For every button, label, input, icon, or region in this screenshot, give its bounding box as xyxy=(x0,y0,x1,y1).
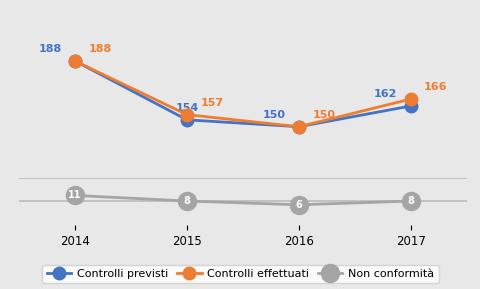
Text: 188: 188 xyxy=(38,44,61,54)
Text: 162: 162 xyxy=(373,89,396,99)
Line: Controlli previsti: Controlli previsti xyxy=(69,55,416,133)
Text: 6: 6 xyxy=(295,200,301,210)
Controlli previsti xyxy=(72,59,78,63)
Controlli effettuati xyxy=(184,113,190,116)
Non conformità xyxy=(72,194,78,197)
Non conformità xyxy=(295,203,301,207)
Controlli effettuati xyxy=(407,97,413,101)
Text: 157: 157 xyxy=(200,98,223,108)
Text: 8: 8 xyxy=(407,196,413,206)
Non conformità xyxy=(407,199,413,203)
Controlli effettuati xyxy=(295,125,301,128)
Line: Controlli effettuati: Controlli effettuati xyxy=(69,55,416,133)
Line: Non conformità: Non conformità xyxy=(66,186,419,214)
Controlli previsti xyxy=(184,118,190,122)
Legend: Controlli previsti, Controlli effettuati, Non conformità: Controlli previsti, Controlli effettuati… xyxy=(42,264,438,284)
Controlli previsti xyxy=(407,104,413,108)
Controlli effettuati xyxy=(72,59,78,63)
Text: 150: 150 xyxy=(312,110,335,120)
Text: 8: 8 xyxy=(183,196,190,206)
Controlli previsti xyxy=(295,125,301,128)
Text: 166: 166 xyxy=(423,82,446,92)
Text: 188: 188 xyxy=(88,44,111,54)
Text: 154: 154 xyxy=(175,103,198,113)
Text: 150: 150 xyxy=(262,110,285,120)
Text: 11: 11 xyxy=(68,190,82,200)
Non conformità xyxy=(184,199,190,203)
